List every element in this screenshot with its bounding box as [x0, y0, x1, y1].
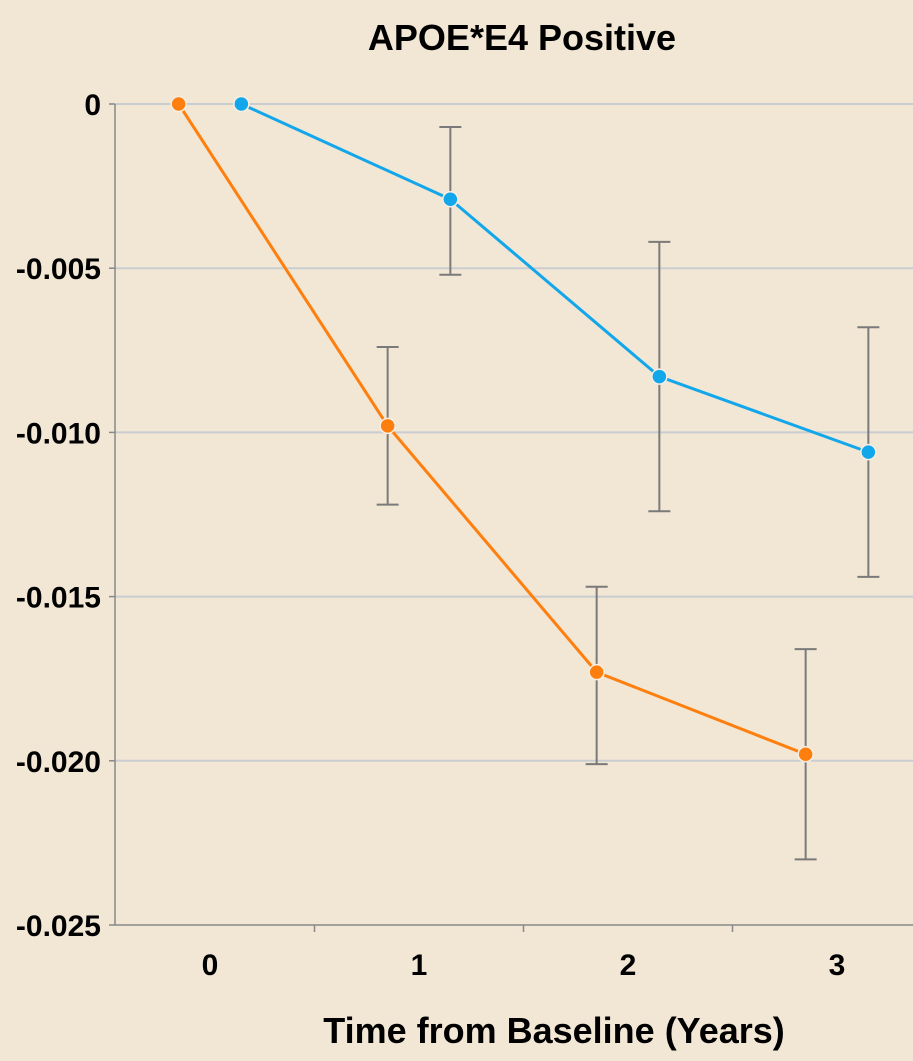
axes: [114, 104, 913, 932]
y-tick-label-3: -0.015: [16, 582, 101, 615]
x-axis-title: Time from Baseline (Years): [323, 1010, 785, 1051]
y-tick-label-0: 0: [84, 89, 101, 122]
y-tick-labels: 0 -0.005 -0.010 -0.015 -0.020 -0.025: [16, 89, 101, 943]
data-point-1-0: [170, 95, 187, 113]
data-point-1-3: [797, 745, 814, 763]
data-point-0-0: [233, 95, 250, 113]
x-tick-label-1: 1: [411, 949, 428, 982]
x-tick-label-3: 3: [829, 949, 846, 982]
series-line-1: [177, 103, 807, 756]
data-point-0-2: [651, 368, 668, 385]
x-tick-label-2: 2: [620, 949, 637, 982]
chart-title: APOE*E4 Positive: [368, 17, 676, 58]
y-tick-label-4: -0.020: [16, 746, 101, 779]
y-tick-label-2: -0.010: [16, 417, 101, 450]
data-point-1-2: [588, 663, 605, 681]
y-tick-label-1: -0.005: [16, 253, 101, 286]
x-tick-labels: 0 1 2 3: [202, 949, 846, 982]
data-point-0-3: [860, 443, 877, 461]
series-0: [233, 95, 880, 578]
grid-lines: [109, 103, 913, 926]
data-point-1-1: [379, 417, 396, 435]
data-point-0-1: [442, 190, 459, 208]
y-tick-label-5: -0.025: [16, 910, 101, 943]
series-1: [170, 95, 817, 861]
x-tick-label-0: 0: [202, 949, 219, 982]
series-line-0: [240, 102, 869, 454]
series-layer: [170, 95, 880, 861]
